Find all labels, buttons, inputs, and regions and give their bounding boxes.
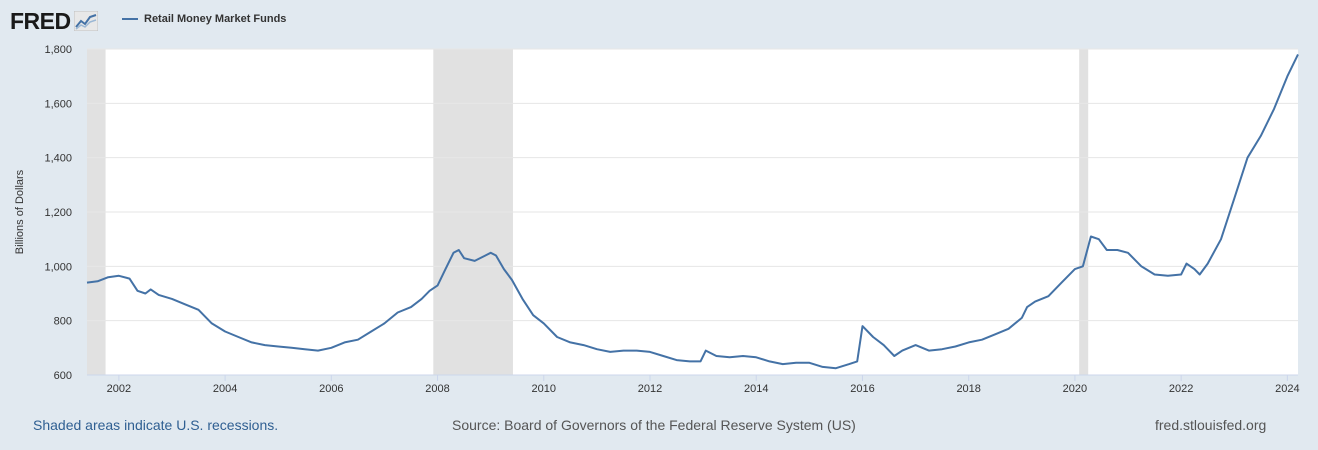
x-tick-label: 2006 — [319, 383, 343, 395]
y-tick-label: 1,200 — [44, 207, 72, 219]
chart-header: FRED Retail Money Market Funds — [10, 6, 610, 36]
legend-label: Retail Money Market Funds — [144, 13, 287, 25]
series-line[interactable] — [86, 53, 1299, 370]
chart-trend-icon — [73, 11, 98, 31]
chart-area: 2002 2004 2006 2008 2010 2012 2014 2016 2018 2020… — [14, 44, 1300, 395]
x-tick-label: 2010 — [532, 383, 556, 395]
fred-logo-text: FRED — [10, 7, 71, 34]
y-tick-label: 1,600 — [44, 98, 72, 110]
y-axis-title: Billions of Dollars — [14, 169, 26, 254]
fred-logo[interactable]: FRED — [10, 6, 98, 36]
y-tick-label: 800 — [54, 316, 72, 328]
y-tick-label: 1,800 — [44, 44, 72, 56]
x-tick-label: 2008 — [425, 383, 449, 395]
x-tick-label: 2002 — [107, 383, 131, 395]
x-tick-label: 2020 — [1063, 383, 1087, 395]
x-tick-label: 2016 — [850, 383, 874, 395]
x-tick-label: 2014 — [744, 383, 768, 395]
y-axis: 600 800 1,000 1,200 1,400 1,600 1,800 — [44, 44, 72, 382]
x-tick-label: 2012 — [638, 383, 662, 395]
recession-note[interactable]: Shaded areas indicate U.S. recessions. — [33, 417, 279, 433]
y-tick-label: 600 — [54, 370, 72, 382]
y-tick-label: 1,400 — [44, 153, 72, 165]
y-tick-label: 1,000 — [44, 261, 72, 273]
legend-swatch — [122, 18, 138, 20]
x-axis: 2002 2004 2006 2008 2010 2012 2014 2016 2018 2020… — [87, 374, 1300, 395]
x-tick-label: 2024 — [1275, 383, 1299, 395]
x-tick-label: 2004 — [213, 383, 237, 395]
series-layer — [86, 53, 1299, 370]
source-text: Source: Board of Governors of the Federa… — [452, 417, 856, 433]
chart-legend: Retail Money Market Funds — [122, 13, 286, 25]
x-tick-label: 2018 — [956, 383, 980, 395]
x-tick-label: 2022 — [1169, 383, 1193, 395]
site-url[interactable]: fred.stlouisfed.org — [1155, 417, 1267, 433]
